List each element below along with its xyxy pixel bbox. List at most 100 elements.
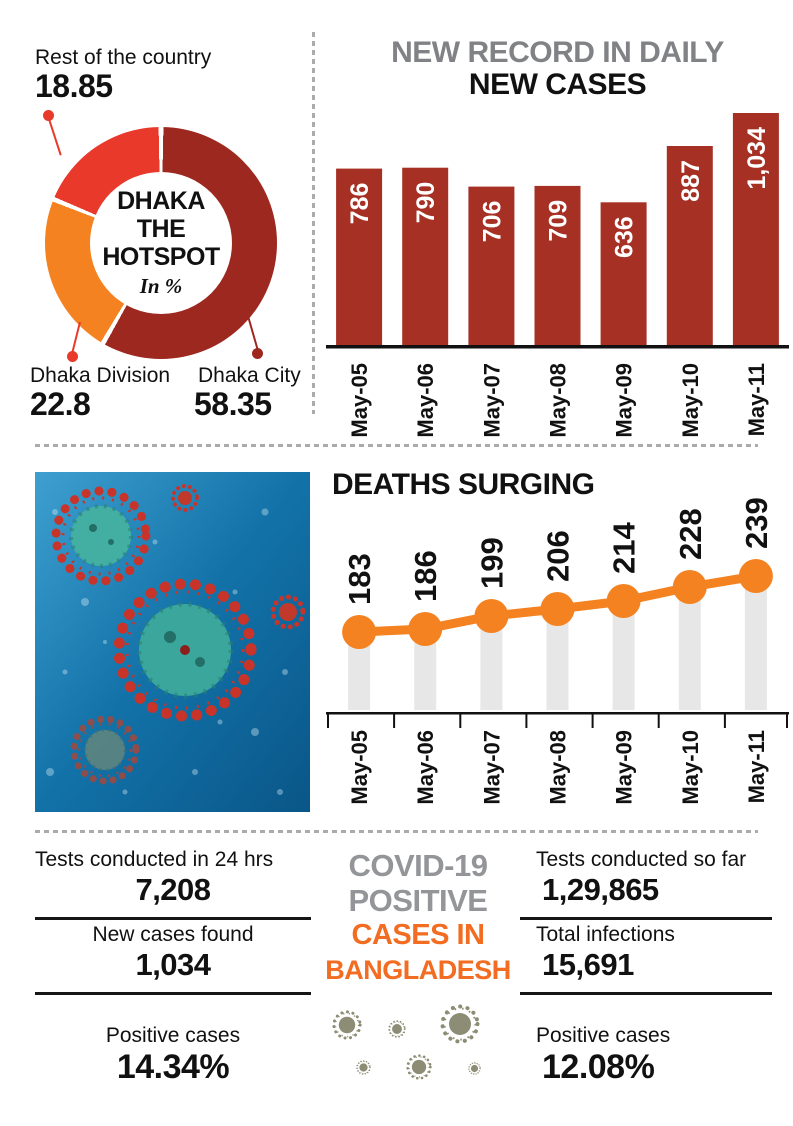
summary-right-column: Tests conducted so far 1,29,865 Total in… [520, 845, 772, 1096]
x-axis-label: May-08 [546, 730, 571, 805]
drop-bar [744, 576, 767, 710]
bar-value-label: 709 [545, 200, 573, 242]
point-value-label: 206 [541, 530, 576, 582]
virus-icon [356, 1060, 371, 1075]
x-axis-label: May-07 [479, 363, 504, 438]
center-title-line4: BANGLADESH [325, 955, 511, 985]
coronavirus-image [35, 472, 310, 812]
x-axis-label: May-09 [612, 363, 637, 438]
data-point [408, 612, 443, 646]
x-axis-label: May-06 [413, 730, 438, 805]
stat-value: 1,29,865 [542, 872, 659, 907]
bar-value-label: 636 [611, 216, 639, 258]
city-leader-dot [252, 348, 263, 359]
dhaka-division-label: Dhaka Division [30, 364, 171, 387]
virus-icon [406, 1054, 432, 1080]
center-title-line2: POSITIVE [348, 883, 488, 918]
dhaka-city-value: 58.35 [194, 386, 272, 422]
vertical-dashed-divider [312, 32, 315, 414]
bar-value-label: 790 [412, 182, 440, 224]
hotspot-donut-panel: Rest of the country 18.85 DHAKA THE HOTS… [0, 0, 315, 437]
x-axis-label: May-09 [612, 730, 637, 805]
stat-value: 1,034 [135, 947, 211, 982]
bar-value-label: 1,034 [743, 127, 771, 190]
virus-bottom-left [70, 715, 140, 785]
drop-bar [348, 632, 371, 710]
data-point [540, 592, 575, 626]
section-divider-bottom [35, 830, 758, 833]
bar [732, 113, 779, 345]
division-leader-dot [67, 351, 78, 362]
axis-tick [327, 712, 329, 728]
point-value-label: 186 [408, 550, 443, 602]
stat-positive-rate-24h: Positive cases 14.34% [35, 1021, 311, 1096]
x-axis-label: May-05 [347, 363, 372, 438]
x-axis-label: May-08 [546, 363, 571, 438]
stat-label: Total infections [536, 923, 675, 946]
summary-center-title: COVID-19 POSITIVE CASES IN BANGLADESH [322, 848, 514, 1124]
data-point [672, 570, 707, 604]
stat-label: Tests conducted so far [536, 848, 747, 871]
virus-icon [468, 1062, 481, 1075]
x-axis-label: May-10 [678, 363, 703, 438]
axis-tick [459, 712, 462, 728]
daily-cases-title-line2: NEW CASES [468, 68, 647, 101]
point-value-label: 214 [607, 522, 642, 574]
bar [468, 186, 515, 345]
donut-title-line2: THE [136, 215, 186, 243]
virus-icon [388, 1020, 406, 1038]
bubbles [46, 508, 288, 795]
summary-left-column: Tests conducted in 24 hrs 7,208 New case… [35, 845, 311, 1096]
bar [534, 185, 581, 345]
x-axis-label: May-06 [413, 363, 438, 438]
stat-label: New cases found [92, 923, 254, 946]
virus-center [113, 578, 257, 722]
stat-new-cases: New cases found 1,034 [35, 920, 311, 995]
virus-small-red-right [270, 594, 306, 630]
bar [336, 168, 383, 345]
bar [666, 146, 713, 345]
stat-label: Positive cases [536, 1024, 671, 1047]
drop-bar [678, 587, 701, 710]
stat-positive-rate-total: Positive cases 12.08% [520, 1021, 772, 1096]
bar [600, 202, 647, 345]
dhaka-division-value: 22.8 [30, 386, 91, 422]
bar-value-label: 786 [346, 183, 374, 225]
x-axis-line [326, 712, 789, 715]
stat-value: 15,691 [542, 947, 634, 982]
daily-cases-bar-chart: 786 May-05 790 May-06 706 May-07 709 May-08 636 M… [326, 113, 789, 438]
drop-bar [612, 601, 635, 710]
stat-value: 14.34% [116, 1048, 230, 1086]
stat-tests-total: Tests conducted so far 1,29,865 [520, 845, 772, 920]
donut-title-line3: HOTSPOT [102, 243, 220, 271]
bar-value-label: 887 [677, 160, 705, 202]
mini-virus-cluster [322, 1004, 514, 1124]
x-axis-label: May-10 [678, 730, 703, 805]
virus-icon [332, 1010, 362, 1040]
stat-tests-24h: Tests conducted in 24 hrs 7,208 [35, 845, 311, 920]
data-point [342, 615, 377, 649]
x-axis-label: May-11 [744, 730, 769, 803]
drop-bar [480, 616, 503, 710]
virus-icon [440, 1004, 480, 1044]
rest-leader-dot [43, 110, 54, 121]
center-title-line3: CASES IN [351, 919, 485, 951]
drop-bar [414, 629, 437, 710]
stat-value: 12.08% [542, 1048, 655, 1086]
data-point [474, 599, 509, 633]
stat-total-infections: Total infections 15,691 [520, 920, 772, 995]
donut-subtitle: In % [139, 274, 183, 298]
donut-chart: DHAKA THE HOTSPOT In % [45, 127, 277, 359]
drop-bar [546, 609, 569, 710]
bar-value-label: 706 [478, 201, 506, 243]
deaths-title: DEATHS SURGING [332, 468, 595, 501]
donut-center: DHAKA THE HOTSPOT In % [90, 172, 232, 314]
daily-cases-title-line1: NEW RECORD IN DAILY [391, 36, 724, 69]
virus-top-left [51, 486, 151, 586]
point-value-label: 228 [673, 508, 708, 560]
center-title-line1: COVID-19 [348, 848, 488, 883]
x-axis-label: May-07 [479, 730, 504, 805]
dhaka-city-label: Dhaka City [198, 364, 301, 387]
rest-of-country-label: Rest of the country [35, 46, 212, 69]
